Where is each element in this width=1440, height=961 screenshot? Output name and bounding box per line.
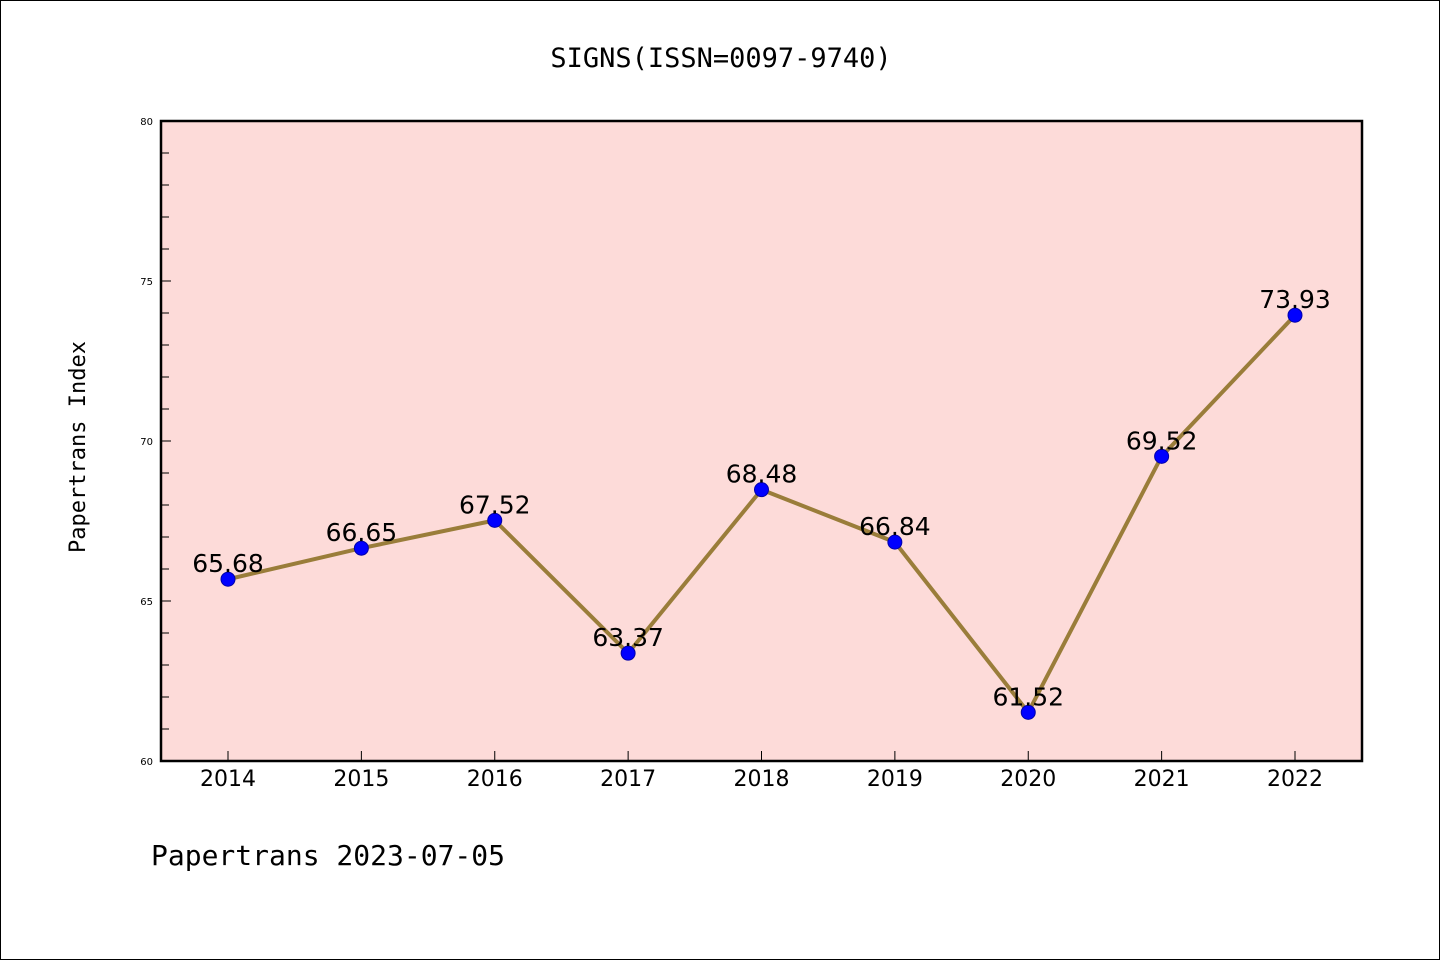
data-label: 67.52 (459, 490, 531, 519)
x-tick-label: 2017 (600, 767, 656, 792)
footer-note: Papertrans 2023-07-05 (151, 839, 505, 872)
data-point (620, 645, 636, 661)
x-tick-label: 2020 (1000, 767, 1056, 792)
chart-title: SIGNS(ISSN=0097-9740) (550, 43, 891, 74)
x-tick-label: 2018 (734, 767, 790, 792)
data-point (1287, 307, 1303, 323)
x-tick-label: 2014 (200, 767, 256, 792)
data-label: 73.93 (1259, 285, 1331, 314)
x-tick-label: 2019 (867, 767, 923, 792)
y-axis-label: Papertrans Index (66, 341, 91, 553)
plot-frame (159, 119, 1364, 763)
data-label: 69.52 (1126, 426, 1198, 455)
data-label: 66.84 (859, 512, 931, 541)
data-labels: 65.68 66.65 67.52 63.37 68.48 66.84 61.52 69.52… (192, 285, 1331, 711)
x-tick-label: 2021 (1134, 767, 1190, 792)
data-label: 68.48 (726, 460, 798, 489)
data-markers (220, 307, 1303, 720)
y-tick-label: 70 (140, 437, 153, 448)
x-tick-label: 2015 (333, 767, 389, 792)
x-tick-label: 2016 (467, 767, 523, 792)
data-point (754, 482, 769, 498)
y-tick-label: 60 (140, 757, 153, 768)
plot-area (161, 121, 1362, 761)
data-label: 61.52 (992, 682, 1064, 711)
data-point (887, 534, 903, 550)
y-tick-label: 65 (140, 597, 153, 608)
data-point (220, 571, 236, 587)
y-tick-label: 75 (140, 277, 153, 288)
y-tick-label: 80 (140, 117, 153, 128)
data-label: 66.65 (326, 518, 398, 547)
x-tick-label: 2022 (1267, 767, 1323, 792)
data-point (1020, 704, 1036, 720)
x-axis-ticks: 2014 2015 2016 2017 2018 2019 2020 2021 2022 (200, 751, 1323, 792)
y-axis-ticks: 60 65 70 75 80 (140, 117, 171, 768)
data-label: 65.68 (192, 549, 264, 578)
data-point (1154, 448, 1170, 464)
data-point (487, 512, 503, 528)
data-point (353, 540, 369, 556)
data-label: 63.37 (592, 623, 664, 652)
